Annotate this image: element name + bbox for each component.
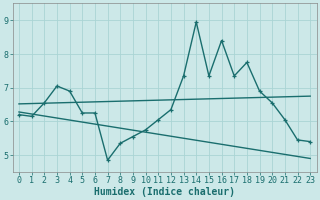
X-axis label: Humidex (Indice chaleur): Humidex (Indice chaleur) [94,186,235,197]
